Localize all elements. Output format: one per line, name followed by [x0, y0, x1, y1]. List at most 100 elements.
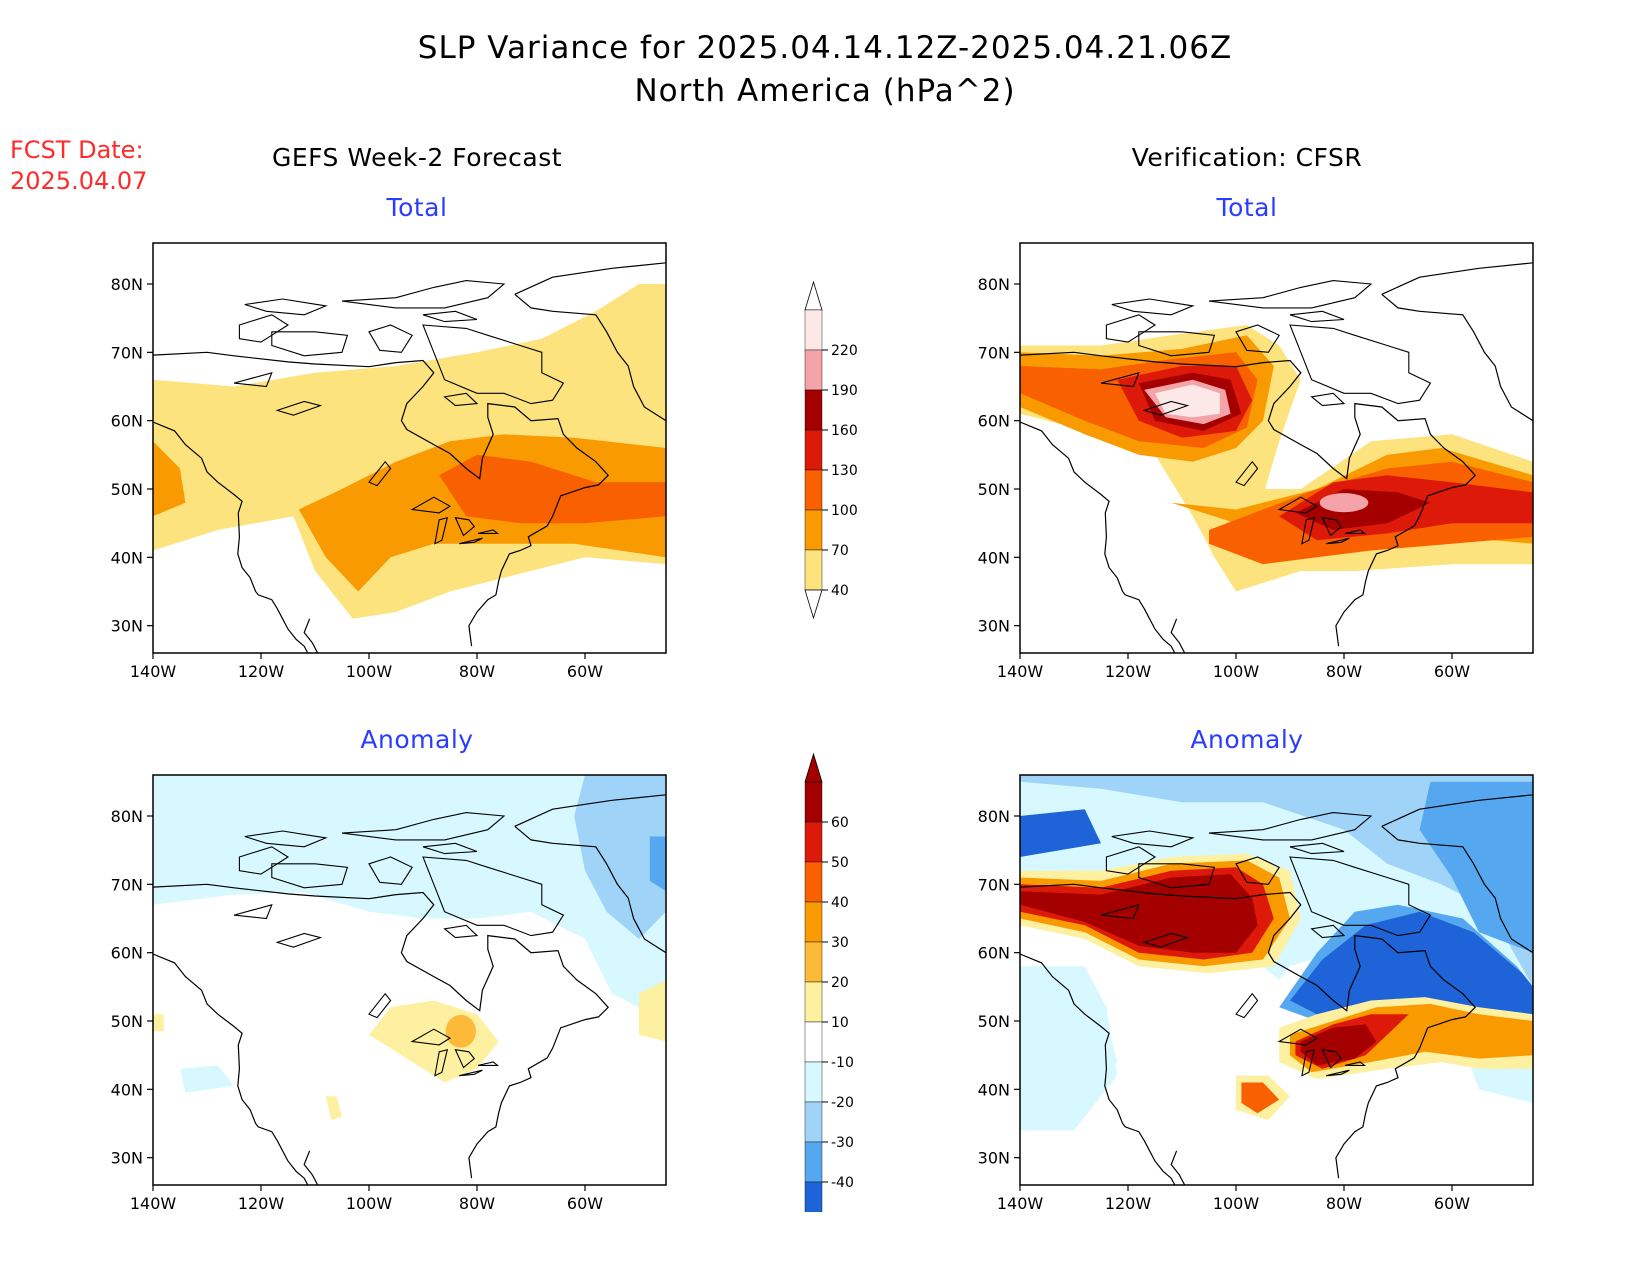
coastline: [1138, 863, 1216, 889]
colorbar-swatch: [804, 941, 823, 983]
lat-tick-label: 30N: [111, 1149, 143, 1168]
coastline: [1321, 516, 1343, 537]
lat-tick-label: 70N: [111, 875, 143, 894]
lat-tick-label: 50N: [978, 480, 1010, 499]
coastline: [477, 529, 500, 534]
lon-tick-label: 80W: [1326, 1194, 1362, 1213]
coastline: [434, 1048, 449, 1077]
lat-tick-label: 40N: [978, 1080, 1010, 1099]
colorbar-label: 20: [831, 975, 849, 991]
forecast-anomaly-map: 80N 70N 60N 50N 40N 30N 140W 120W 100W 80W 60W: [111, 774, 667, 1213]
coastline: [341, 280, 506, 309]
coastline: [1381, 293, 1533, 422]
colorbar-label: 190: [831, 383, 858, 399]
colorbar-label: 160: [831, 423, 858, 439]
coastline: [1301, 1048, 1316, 1077]
lat-tick-label: 60N: [978, 944, 1010, 963]
coastline: [1105, 314, 1157, 343]
coastline: [1301, 516, 1316, 545]
lat-tick-label: 50N: [111, 480, 143, 499]
lon-tick-label: 100W: [346, 1194, 393, 1213]
coastline: [514, 794, 666, 827]
coastline: [368, 460, 392, 487]
colorbar-label: 70: [831, 543, 849, 559]
colorbar-swatch: [804, 1061, 823, 1103]
coastline: [410, 496, 452, 514]
colorbar-swatch: [804, 861, 823, 903]
contour-neg20: [574, 775, 666, 939]
contour-neg10: [1020, 966, 1118, 1131]
coastline: [1289, 324, 1432, 405]
lat-tick-label: 40N: [111, 548, 143, 567]
colorbar-label: -10: [831, 1055, 854, 1071]
lon-tick-label: 60W: [1434, 662, 1470, 681]
plot-frame: [152, 774, 667, 1186]
lon-tick-label: 140W: [130, 1194, 177, 1213]
contour-10: [639, 980, 666, 1042]
coastline: [422, 324, 565, 405]
lat-tick-label: 30N: [111, 617, 143, 636]
colorbar-swatch: [804, 1021, 823, 1063]
coastline: [1326, 537, 1350, 545]
coastline: [1289, 310, 1345, 323]
lat-tick-label: 50N: [111, 1012, 143, 1031]
verification-anomaly-map: 80N 70N 60N 50N 40N 30N 140W 120W 100W 80W 60W: [978, 774, 1534, 1213]
coastline: [1277, 496, 1319, 514]
coastline: [1235, 324, 1280, 353]
coastline: [1321, 1048, 1343, 1069]
coastline: [153, 421, 309, 653]
contour-neg30: [649, 836, 666, 892]
lon-tick-label: 80W: [1326, 662, 1362, 681]
coastline: [454, 516, 476, 537]
coastline: [1111, 830, 1195, 848]
lon-tick-label: 60W: [567, 662, 603, 681]
coastline: [1235, 460, 1259, 487]
colorbar-label: 220: [831, 343, 858, 359]
lon-tick-label: 120W: [1105, 662, 1152, 681]
total-colorbar: 220 190 160 130 100 70 40: [804, 280, 858, 620]
lon-tick-label: 100W: [346, 662, 393, 681]
coastline: [1020, 883, 1477, 1179]
forecast-anomaly-label: Anomaly: [360, 725, 474, 754]
coastline: [1020, 351, 1477, 647]
coastline: [443, 924, 479, 939]
contour-neg10: [180, 1065, 234, 1093]
left-column-title: GEFS Week-2 Forecast: [271, 143, 563, 172]
colorbar-swatch: [804, 1101, 823, 1143]
contour-neg40: [1290, 911, 1533, 1021]
coastline: [1310, 392, 1346, 407]
coastline: [153, 953, 309, 1185]
lat-tick-label: 60N: [111, 944, 143, 963]
coastline: [233, 903, 273, 920]
contour-10: [153, 1014, 164, 1032]
colorbar-swatch: [804, 981, 823, 1023]
coastline: [368, 992, 392, 1019]
coastline: [1277, 1028, 1319, 1046]
coastline: [459, 537, 483, 545]
colorbar-label: -40: [831, 1175, 854, 1191]
contour-20: [445, 1014, 476, 1048]
coastline: [153, 351, 610, 647]
contour-40: [1241, 1082, 1280, 1114]
lat-tick-label: 70N: [978, 875, 1010, 894]
coastline: [238, 314, 290, 343]
coastline: [1208, 812, 1373, 841]
lon-tick-label: 60W: [1434, 1194, 1470, 1213]
colorbar-swatch: [804, 349, 823, 391]
coastline: [271, 331, 349, 357]
coastline: [1170, 618, 1186, 653]
coastline: [341, 812, 506, 841]
coastline: [434, 516, 449, 545]
coastline: [1344, 1061, 1367, 1066]
coastline: [1289, 856, 1432, 937]
coastline: [1142, 400, 1190, 416]
colorbar-swatch: [804, 821, 823, 863]
coastline: [1381, 262, 1533, 295]
lon-tick-label: 140W: [997, 1194, 1044, 1213]
colorbar-label: -20: [831, 1095, 854, 1111]
coastline: [244, 830, 328, 848]
coastline: [238, 846, 290, 875]
right-column-title: Verification: CFSR: [1131, 143, 1363, 172]
lat-tick-label: 80N: [978, 275, 1010, 294]
colorbar-swatch: [804, 1181, 823, 1212]
